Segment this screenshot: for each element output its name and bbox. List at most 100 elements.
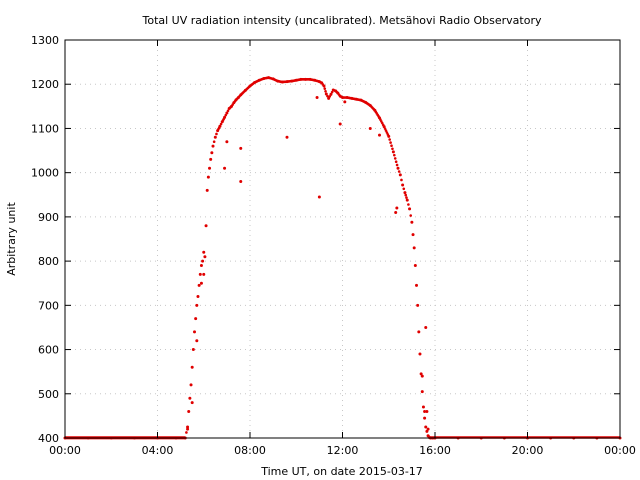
data-point xyxy=(415,283,418,287)
data-point xyxy=(201,259,205,263)
data-point xyxy=(225,111,229,115)
data-point xyxy=(401,183,405,187)
data-point xyxy=(195,303,199,307)
data-point xyxy=(188,396,192,400)
data-point xyxy=(385,131,389,134)
x-tick-label: 20:00 xyxy=(512,444,544,457)
data-point xyxy=(384,129,388,132)
data-point xyxy=(324,92,328,96)
data-point xyxy=(326,94,329,98)
data-point xyxy=(377,115,380,118)
data-point xyxy=(398,173,402,177)
data-point xyxy=(335,91,339,94)
data-point xyxy=(424,425,428,429)
data-point xyxy=(405,198,409,202)
data-point xyxy=(303,78,306,81)
data-point xyxy=(372,108,376,111)
data-point xyxy=(235,97,239,100)
x-tick-label: 12:00 xyxy=(327,444,359,457)
y-tick-label: 800 xyxy=(38,255,59,268)
data-point xyxy=(411,233,415,237)
data-point xyxy=(280,80,283,84)
data-point xyxy=(239,146,243,150)
data-point xyxy=(426,427,430,431)
data-point xyxy=(327,96,331,100)
data-point xyxy=(226,109,230,113)
data-point xyxy=(229,105,233,109)
data-point xyxy=(324,89,327,93)
data-point xyxy=(328,95,332,98)
y-tick-label: 700 xyxy=(38,299,59,312)
data-point xyxy=(222,117,226,121)
data-point xyxy=(390,144,393,147)
data-point xyxy=(389,141,392,144)
data-point xyxy=(247,85,251,89)
data-point xyxy=(391,150,395,154)
data-point xyxy=(190,401,194,405)
data-point xyxy=(405,196,408,199)
data-point xyxy=(317,195,321,199)
data-point xyxy=(378,133,381,137)
data-point xyxy=(206,175,210,179)
data-point xyxy=(329,92,333,96)
data-point xyxy=(340,95,343,99)
data-point xyxy=(395,206,399,210)
data-point xyxy=(234,99,237,103)
y-tick-label: 500 xyxy=(38,388,59,401)
data-point xyxy=(317,80,320,83)
x-tick-labels: 00:00 04:00 08:00 12:00 16:00 20:00 00:00 xyxy=(49,444,636,457)
data-point xyxy=(239,180,243,184)
data-point xyxy=(395,163,399,167)
data-point xyxy=(420,374,424,378)
data-point xyxy=(231,103,234,106)
data-point xyxy=(215,132,218,136)
data-point xyxy=(199,264,203,268)
data-point xyxy=(211,144,215,148)
data-point xyxy=(266,76,269,80)
y-tick-label: 1100 xyxy=(31,122,59,135)
data-point xyxy=(198,272,202,276)
data-point xyxy=(416,303,420,307)
data-point xyxy=(202,250,206,254)
data-point xyxy=(397,170,401,173)
x-tick-label: 00:00 xyxy=(49,444,81,457)
data-point xyxy=(210,151,214,155)
chart-title: Total UV radiation intensity (uncalibrat… xyxy=(142,14,542,27)
data-point xyxy=(224,113,228,117)
data-point xyxy=(388,138,391,141)
data-point xyxy=(191,348,195,352)
data-point xyxy=(203,255,207,259)
data-point xyxy=(196,294,200,298)
y-tick-label: 600 xyxy=(38,344,59,357)
data-point xyxy=(368,103,371,107)
data-point xyxy=(386,133,390,136)
data-point xyxy=(319,80,322,84)
data-point xyxy=(402,187,406,191)
y-tick-label: 1200 xyxy=(31,78,59,91)
data-point xyxy=(197,283,201,287)
data-point xyxy=(212,140,216,144)
y-tick-labels: 400 500 600 700 800 900 1000 1100 1200 1300 xyxy=(31,34,59,445)
data-point xyxy=(391,147,394,151)
y-axis-label: Arbitrary unit xyxy=(5,202,18,276)
plot-frame xyxy=(64,39,621,439)
data-point xyxy=(219,122,223,126)
data-point xyxy=(323,87,327,90)
data-point xyxy=(381,123,385,127)
data-point xyxy=(403,191,407,195)
data-point xyxy=(423,409,427,413)
data-point xyxy=(185,431,188,434)
grid-lines xyxy=(65,40,620,438)
data-point xyxy=(396,166,400,170)
data-point xyxy=(423,416,427,420)
x-tick-label: 00:00 xyxy=(604,444,636,457)
data-point xyxy=(209,157,213,161)
y-tick-label: 900 xyxy=(38,211,59,224)
data-point xyxy=(412,246,416,250)
data-point xyxy=(330,90,334,94)
data-point xyxy=(408,207,412,211)
y-tick-label: 400 xyxy=(38,432,59,445)
data-point xyxy=(199,281,203,285)
x-tick-label: 08:00 xyxy=(234,444,266,457)
data-point xyxy=(338,122,342,126)
